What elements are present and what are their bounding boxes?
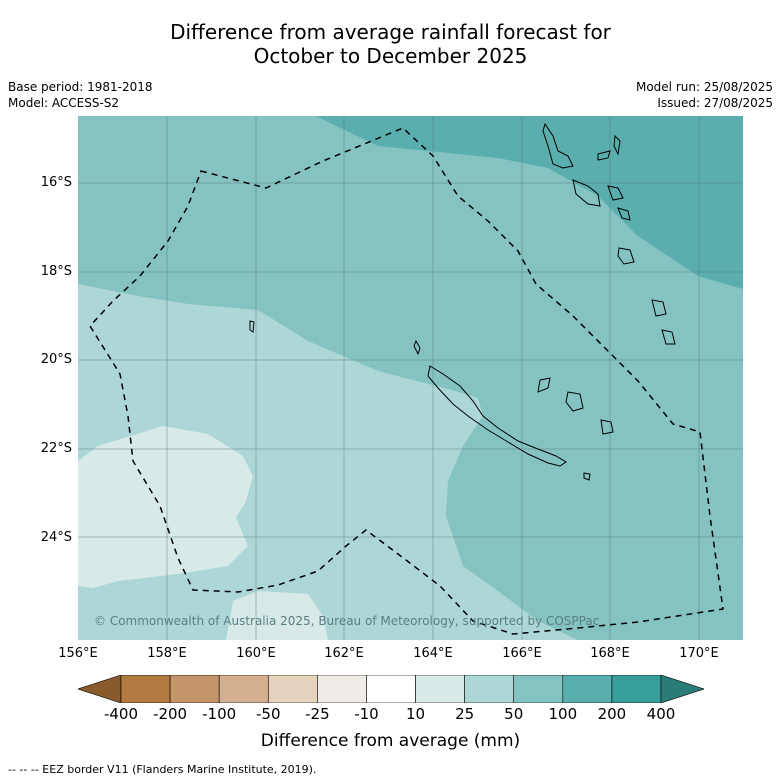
loyalty-island-outline: [565, 391, 584, 412]
colorbar-swatch: [562, 675, 613, 703]
zone-100-200: [316, 116, 743, 289]
colorbar-tick-label: -50: [256, 705, 281, 723]
eez-border: [89, 127, 724, 635]
x-tick-label: 156°E: [58, 646, 98, 661]
title-line-2: October to December 2025: [253, 44, 528, 68]
zone-10-25-south: [226, 591, 328, 640]
colorbar-swatch: [218, 675, 269, 703]
colorbar-tick-label: -25: [305, 705, 330, 723]
colorbar-swatch: [317, 675, 367, 703]
loyalty-island-outline: [600, 419, 614, 435]
colorbar-tick-label: -100: [202, 705, 237, 723]
eez-footnote: -- -- -- EEZ border V11 (Flanders Marine…: [8, 763, 317, 776]
colorbar-tick-label: 50: [504, 705, 524, 723]
y-tick-label: 16°S: [40, 175, 72, 190]
colorbar-swatch: [267, 675, 318, 703]
vanuatu-island-outline: [617, 207, 631, 221]
vanuatu-island-outline: [597, 150, 611, 161]
colorbar-swatch: [611, 675, 662, 703]
colorbar-tick-label: 200: [597, 705, 627, 723]
colorbar-tick-label: -200: [153, 705, 188, 723]
x-tick-label: 162°E: [324, 646, 364, 661]
y-tick-label: 20°S: [40, 352, 72, 367]
vanuatu-island-outline: [572, 179, 601, 207]
x-tick-label: 164°E: [413, 646, 453, 661]
islet-outline: [583, 472, 591, 481]
y-tick-label: 22°S: [40, 441, 72, 456]
map-title: Difference from average rainfall forecas…: [0, 20, 781, 68]
colorbar-swatch: [464, 675, 515, 703]
y-tick-label: 24°S: [40, 530, 72, 545]
colorbar-swatch: [513, 675, 564, 703]
model-run: Model run: 25/08/2025: [635, 80, 773, 94]
x-tick-label: 168°E: [590, 646, 630, 661]
graticule: [78, 116, 743, 640]
x-tick-label: 160°E: [236, 646, 276, 661]
copyright-notice: © Commonwealth of Australia 2025, Bureau…: [94, 614, 600, 628]
y-tick-label: 18°S: [40, 264, 72, 279]
colorbar-extend-low: [78, 675, 122, 703]
colorbar-tick-label: -400: [103, 705, 139, 723]
meta-right: Model run: 25/08/2025 Issued: 27/08/2025: [636, 79, 773, 111]
colorbar-tick-label: 100: [548, 705, 578, 723]
new-caledonia-outline: [427, 365, 567, 467]
x-tick-label: 158°E: [147, 646, 187, 661]
colorbar-tick-label: 10: [405, 705, 426, 723]
colorbar-swatch: [169, 675, 220, 703]
vanuatu-island-outline: [651, 299, 667, 317]
x-tick-label: 170°E: [679, 646, 719, 661]
issued-date: Issued: 27/08/2025: [657, 96, 773, 110]
vanuatu-island-outline: [542, 122, 574, 169]
rainfall-map: [78, 116, 743, 640]
base-period: Base period: 1981-2018: [8, 80, 153, 94]
colorbar-swatch: [415, 675, 465, 703]
islet-outline: [249, 320, 255, 333]
vanuatu-island-outline: [613, 134, 621, 156]
colorbar-tick-label: 400: [646, 705, 676, 723]
colorbar-extend-high: [660, 675, 704, 703]
meta-left: Base period: 1981-2018 Model: ACCESS-S2: [8, 79, 153, 111]
title-line-1: Difference from average rainfall forecas…: [170, 20, 611, 44]
vanuatu-island-outline: [617, 247, 635, 265]
colorbar: [78, 675, 704, 703]
zone-10-25-west: [78, 426, 253, 588]
islet-outline: [413, 339, 421, 356]
vanuatu-island-outline: [607, 185, 624, 201]
model-name: Model: ACCESS-S2: [8, 96, 120, 110]
colorbar-tick-label: -10: [354, 705, 379, 723]
loyalty-island-outline: [537, 377, 551, 393]
vanuatu-island-outline: [661, 329, 676, 345]
x-tick-label: 166°E: [502, 646, 542, 661]
colorbar-swatch: [366, 675, 416, 703]
colorbar-label: Difference from average (mm): [260, 731, 521, 751]
colorbar-swatch: [120, 675, 171, 703]
colorbar-tick-label: 25: [455, 705, 475, 723]
